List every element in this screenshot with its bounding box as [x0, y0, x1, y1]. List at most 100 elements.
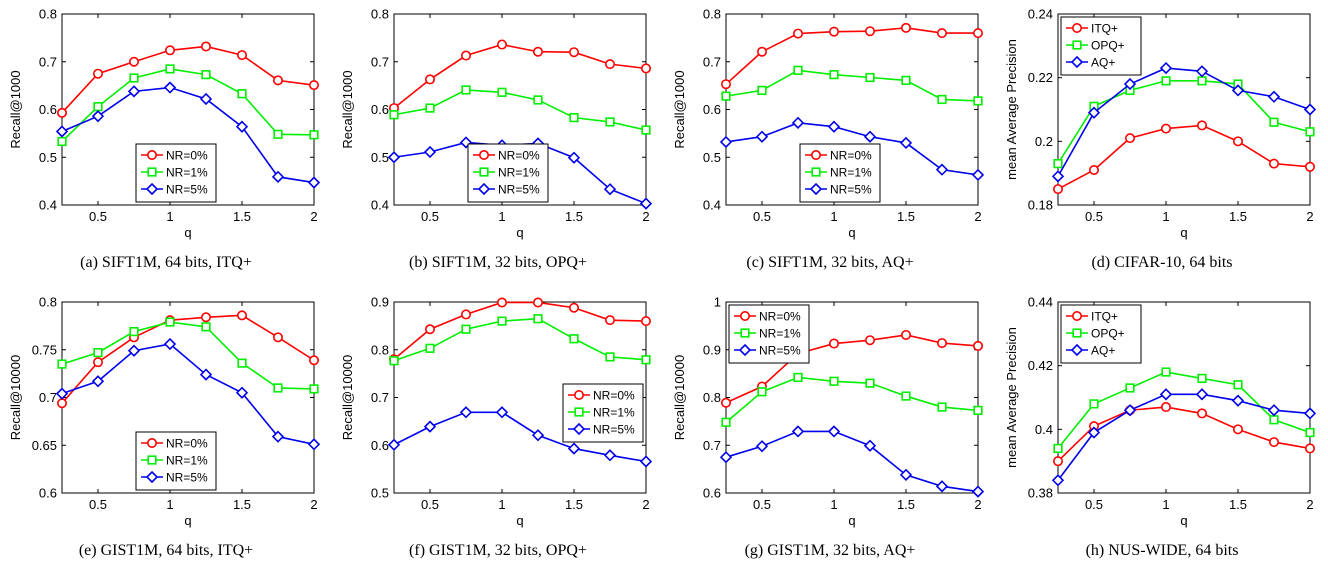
data-point: [1233, 136, 1244, 147]
data-point: [1089, 164, 1100, 175]
x-axis-label: q: [184, 513, 191, 528]
data-point: [791, 425, 805, 438]
x-tick-label: 2: [642, 497, 649, 512]
legend-marker: [145, 182, 159, 196]
legend-marker: [479, 167, 489, 177]
x-tick-label: 1: [498, 209, 505, 224]
y-axis-label: mean Average Precision: [1004, 39, 1019, 180]
data-point: [567, 442, 581, 455]
series-line: [61, 86, 315, 184]
data-point: [93, 348, 103, 358]
legend-label: NR=5%: [498, 183, 540, 197]
series-2: [389, 314, 651, 366]
data-point: [936, 338, 947, 349]
y-axis-label: Recall@10000: [8, 355, 23, 440]
series-line: [1057, 371, 1311, 449]
data-point: [127, 344, 141, 357]
chart-panel-d: 0.5 1 1.5 2 0.18 0.2 0.22 0.24 q mean Average Pre…: [996, 0, 1328, 288]
x-tick-label: 0.5: [753, 497, 771, 512]
x-tick-label: 1.5: [1229, 497, 1247, 512]
series-1: [1052, 402, 1315, 467]
chart-panel-c: 0.5 1 1.5 2 0.4 0.5 0.6 0.7 0.8 q Recall@1000 NR=0%…: [664, 0, 996, 288]
legend-label: ITQ+: [1091, 310, 1118, 324]
data-point: [423, 420, 437, 433]
data-point: [201, 70, 211, 80]
data-point: [1269, 117, 1279, 127]
y-tick-label: 0.5: [703, 150, 721, 165]
chart-svg-b: 0.5 1 1.5 2 0.4 0.5 0.6 0.7 0.8 q Recall@1000 NR=0%…: [340, 7, 653, 240]
data-point: [237, 50, 248, 61]
series-line: [725, 27, 978, 85]
data-point: [757, 46, 768, 57]
legend-label: NR=1%: [593, 406, 635, 420]
data-point: [459, 406, 473, 419]
data-point: [57, 359, 67, 369]
data-point: [827, 425, 841, 438]
y-tick-label: 0.7: [703, 54, 721, 69]
data-point: [461, 85, 471, 95]
data-point: [1195, 65, 1209, 78]
series-2: [1053, 367, 1315, 454]
data-point: [235, 120, 249, 133]
data-point: [1231, 84, 1245, 97]
legend-marker: [1070, 343, 1084, 357]
legend-label: AQ+: [1091, 344, 1115, 358]
data-point: [309, 384, 319, 394]
data-point: [1053, 159, 1063, 169]
x-tick-label: 1: [830, 497, 837, 512]
data-point: [1161, 402, 1172, 413]
x-tick-label: 0.5: [89, 209, 107, 224]
chart-svg-g: 0.5 1 1.5 20.60.70.80.91qRecall@10000NR=0%N…: [672, 295, 985, 528]
data-point: [719, 451, 733, 464]
legend-label: NR=0%: [593, 389, 635, 403]
data-point: [865, 378, 875, 388]
data-point: [129, 73, 139, 83]
data-point: [639, 197, 653, 210]
data-point: [91, 375, 105, 388]
data-point: [755, 130, 769, 143]
y-tick-label: 0.4: [371, 198, 389, 213]
data-point: [237, 310, 248, 321]
legend-marker: [1072, 310, 1083, 321]
data-point: [1269, 415, 1279, 425]
legend-marker: [1072, 40, 1082, 50]
data-point: [1161, 76, 1171, 86]
data-point: [1233, 380, 1243, 390]
data-point: [899, 136, 913, 150]
data-point: [461, 50, 472, 61]
x-axis-label: q: [1180, 513, 1187, 528]
data-point: [569, 302, 580, 313]
data-point: [201, 312, 212, 323]
data-point: [971, 485, 985, 498]
data-point: [273, 383, 283, 393]
data-point: [1267, 404, 1281, 417]
legend-label: OPQ+: [1091, 39, 1125, 53]
data-point: [793, 28, 804, 39]
data-point: [56, 107, 67, 118]
x-tick-label: 0.5: [421, 209, 439, 224]
legend-label: OPQ+: [1091, 327, 1125, 341]
data-point: [461, 324, 471, 334]
data-point: [93, 357, 104, 368]
data-point: [272, 75, 283, 86]
data-point: [1268, 437, 1279, 448]
legend-marker: [1072, 22, 1083, 33]
series-line: [393, 317, 647, 362]
data-point: [1087, 106, 1101, 119]
legend: NR=0% NR=1% NR=5%: [467, 143, 549, 203]
series-1: [720, 22, 983, 90]
data-point: [757, 85, 767, 95]
x-tick-label: 1: [166, 209, 173, 224]
x-axis-label: q: [848, 225, 855, 240]
legend-marker: [572, 422, 586, 436]
data-point: [829, 70, 839, 80]
legend-label: NR=1%: [498, 166, 540, 180]
y-axis-label: Recall@1000: [340, 70, 355, 148]
data-point: [827, 120, 841, 133]
data-point: [1125, 383, 1135, 393]
x-tick-label: 1.5: [233, 497, 251, 512]
data-point: [91, 110, 105, 123]
y-tick-label: 0.44: [1028, 295, 1053, 310]
data-point: [93, 102, 103, 112]
data-point: [972, 340, 983, 351]
